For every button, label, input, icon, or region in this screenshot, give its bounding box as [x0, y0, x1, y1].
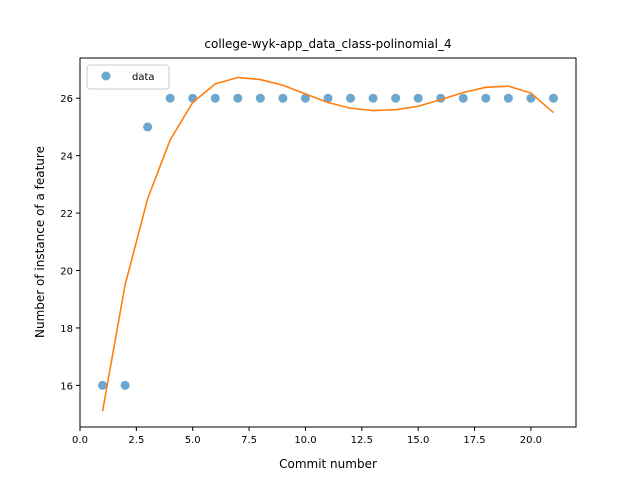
- x-tick-label: 15.0: [407, 435, 429, 446]
- data-point: [143, 122, 153, 132]
- x-tick-label: 5.0: [185, 435, 201, 446]
- x-tick-label: 2.5: [128, 435, 144, 446]
- data-point: [458, 93, 468, 103]
- y-tick-label: 18: [60, 324, 73, 335]
- plot-frame: [79, 57, 577, 428]
- legend: data: [86, 64, 170, 90]
- data-point: [503, 93, 513, 103]
- data-point: [165, 93, 175, 103]
- x-axis-ticks: 0.0 2.5 5.0 7.5 10.0 12.5 15.0 17.5 20.0: [72, 427, 542, 446]
- data-point: [188, 93, 198, 103]
- x-tick-label: 20.0: [520, 435, 542, 446]
- data-point: [481, 93, 491, 103]
- y-tick-label: 20: [60, 266, 73, 277]
- legend-label-data: data: [132, 72, 155, 83]
- x-axis-title: Commit number: [279, 457, 377, 471]
- data-point: [391, 93, 401, 103]
- x-tick-label: 7.5: [241, 435, 257, 446]
- y-axis-title: Number of instance of a feature: [33, 146, 47, 338]
- y-axis-ticks: 16 18 20 22 24 26: [60, 94, 80, 392]
- data-point: [233, 93, 243, 103]
- x-tick-label: 12.5: [351, 435, 373, 446]
- data-point: [300, 93, 310, 103]
- x-tick-label: 17.5: [463, 435, 485, 446]
- fit-line: [101, 76, 554, 412]
- data-point: [368, 93, 378, 103]
- data-point: [210, 93, 220, 103]
- chart-title: college-wyk-app_data_class-polinomial_4: [204, 37, 451, 51]
- x-tick-label: 0.0: [72, 435, 88, 446]
- data-point: [413, 93, 423, 103]
- y-tick-label: 16: [60, 381, 73, 392]
- y-tick-label: 22: [60, 209, 73, 220]
- data-point: [255, 93, 265, 103]
- data-point: [346, 93, 356, 103]
- y-tick-label: 26: [60, 94, 73, 105]
- data-point: [120, 380, 130, 390]
- legend-box: [86, 64, 170, 90]
- y-tick-label: 24: [60, 152, 73, 163]
- legend-marker-data: [101, 71, 111, 81]
- data-point: [98, 380, 108, 390]
- data-point: [548, 93, 558, 103]
- data-point: [278, 93, 288, 103]
- data-point: [323, 93, 333, 103]
- plot-content: [98, 76, 558, 412]
- x-tick-label: 10.0: [294, 435, 316, 446]
